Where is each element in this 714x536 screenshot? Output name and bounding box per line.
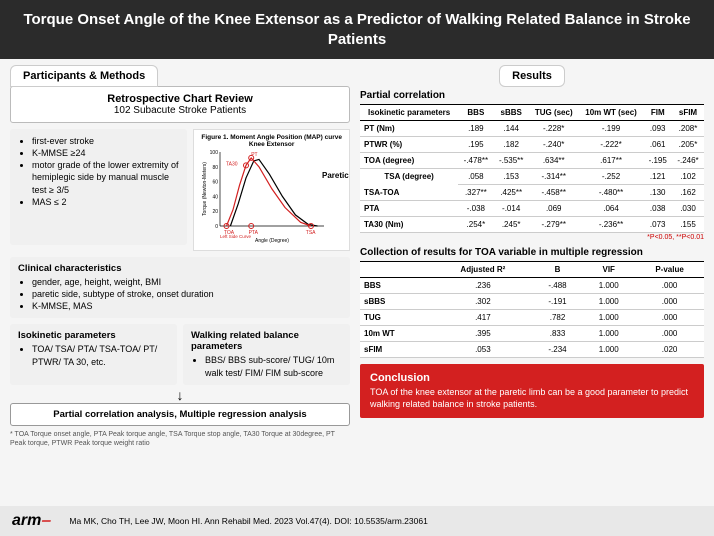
review-subtitle: 102 Subacute Stroke Patients (19, 105, 341, 116)
methods-section-title: Participants & Methods (10, 65, 158, 87)
svg-text:40: 40 (213, 194, 219, 200)
main-content: Participants & Methods Retrospective Cha… (0, 59, 714, 448)
left-column: Participants & Methods Retrospective Cha… (10, 65, 350, 448)
isokinetic-heading: Isokinetic parameters (18, 330, 169, 341)
balance-heading: Walking related balance parameters (191, 330, 342, 352)
review-title: Retrospective Chart Review (19, 93, 341, 105)
inclusion-list: first-ever strokeK-MMSE ≥24motor grade o… (18, 135, 179, 208)
results-section-title: Results (499, 65, 565, 87)
footer-bar: arm⎯ Ma MK, Cho TH, Lee JW, Moon HI. Ann… (0, 506, 714, 536)
svg-text:0: 0 (216, 224, 219, 230)
right-column: Results Partial correlation Isokinetic p… (360, 65, 704, 448)
mr-caption: Collection of results for TOA variable i… (360, 247, 704, 258)
svg-text:20: 20 (213, 209, 219, 215)
clinical-list: gender, age, height, weight, BMIparetic … (18, 276, 342, 312)
list-item: motor grade of the lower extremity of he… (32, 159, 179, 195)
chart-title: Figure 1. Moment Angle Position (MAP) cu… (198, 134, 345, 148)
balance-list: BBS/ BBS sub-score/ TUG/ 10m walk test/ … (191, 354, 342, 378)
mr-table-wrap: Adjusted R²BVIFP-valueBBS.236-.4881.000.… (360, 261, 704, 358)
significance-note: *P<0.05, **P<0.01 (360, 234, 704, 241)
footnote-text: * TOA Torque onset angle, PTA Peak torqu… (10, 430, 350, 448)
conclusion-text: TOA of the knee extensor at the paretic … (370, 387, 694, 410)
svg-text:Torque (Newton-Meters): Torque (Newton-Meters) (202, 162, 208, 216)
clinical-heading: Clinical characteristics (18, 263, 342, 274)
pc-caption: Partial correlation (360, 90, 704, 101)
svg-text:TA30: TA30 (226, 161, 238, 167)
svg-text:60: 60 (213, 180, 219, 186)
page-title: Torque Onset Angle of the Knee Extensor … (0, 0, 714, 59)
list-item: paretic side, subtype of stroke, onset d… (32, 288, 342, 300)
svg-text:100: 100 (210, 150, 219, 156)
conclusion-box: Conclusion TOA of the knee extensor at t… (360, 364, 704, 418)
isokinetic-list: TOA/ TSA/ PTA/ TSA-TOA/ PT/ PTWR/ TA 30,… (18, 343, 169, 367)
svg-text:TSA: TSA (306, 230, 316, 236)
arrow-down-icon: ↓ (10, 391, 350, 401)
inclusion-box: first-ever strokeK-MMSE ≥24motor grade o… (10, 129, 187, 245)
review-box: Retrospective Chart Review 102 Subacute … (10, 86, 350, 123)
svg-text:Angle (Degree): Angle (Degree) (255, 238, 289, 244)
svg-text:PT: PT (252, 152, 258, 158)
multiple-regression-table: Adjusted R²BVIFP-valueBBS.236-.4881.000.… (360, 261, 704, 358)
list-item: K-MMSE, MAS (32, 300, 342, 312)
list-item: BBS/ BBS sub-score/ TUG/ 10m walk test/ … (205, 354, 342, 378)
svg-text:80: 80 (213, 165, 219, 171)
arm-logo: arm⎯ (12, 512, 49, 530)
list-item: MAS ≤ 2 (32, 196, 179, 208)
clinical-box: Clinical characteristics gender, age, he… (10, 257, 350, 318)
analysis-box: Partial correlation analysis, Multiple r… (10, 403, 350, 426)
partial-correlation-table: Isokinetic parametersBBSsBBSTUG (sec)10m… (360, 104, 704, 233)
balance-box: Walking related balance parameters BBS/ … (183, 324, 350, 384)
conclusion-title: Conclusion (370, 372, 694, 384)
isokinetic-box: Isokinetic parameters TOA/ TSA/ PTA/ TSA… (10, 324, 177, 384)
list-item: gender, age, height, weight, BMI (32, 276, 342, 288)
svg-text:Left Side Curve: Left Side Curve (220, 234, 252, 239)
citation-text: Ma MK, Cho TH, Lee JW, Moon HI. Ann Reha… (69, 516, 427, 526)
chart-svg: 020406080100TA30PTTOAPTATSATorque (Newto… (198, 148, 328, 244)
list-item: K-MMSE ≥24 (32, 147, 179, 159)
list-item: TOA/ TSA/ PTA/ TSA-TOA/ PT/ PTWR/ TA 30,… (32, 343, 169, 367)
list-item: first-ever stroke (32, 135, 179, 147)
pc-table-wrap: Isokinetic parametersBBSsBBSTUG (sec)10m… (360, 104, 704, 241)
map-curve-chart: Figure 1. Moment Angle Position (MAP) cu… (193, 129, 350, 251)
